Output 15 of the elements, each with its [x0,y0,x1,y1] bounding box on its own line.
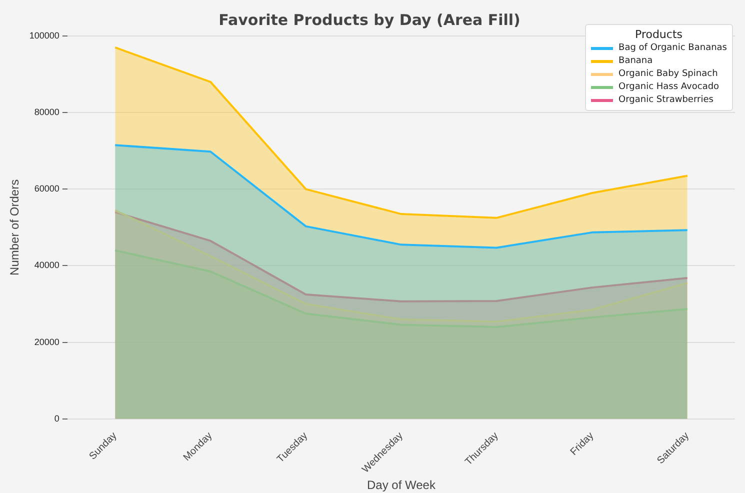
y-axis-title: Number of Orders [8,179,22,276]
y-tick-label: 20000 [34,336,60,347]
y-tick-label: 0 [54,413,60,424]
y-tick-label: 60000 [34,184,60,194]
y-tick-label: 100000 [29,30,60,40]
legend-label: Bag of Organic Bananas [618,42,727,55]
y-tick-label: 80000 [34,107,60,118]
legend-label: Organic Strawberries [618,94,714,107]
legend-label: Banana [618,55,653,68]
y-tick-label: 40000 [34,260,60,270]
legend-title: Products [634,27,684,42]
legend-label: Organic Baby Spinach [618,68,718,81]
legend-label: Organic Hass Avocado [618,81,720,94]
x-axis-title: Day of Week [366,478,436,492]
chart-title: Favorite Products by Day (Area Fill) [218,10,520,29]
